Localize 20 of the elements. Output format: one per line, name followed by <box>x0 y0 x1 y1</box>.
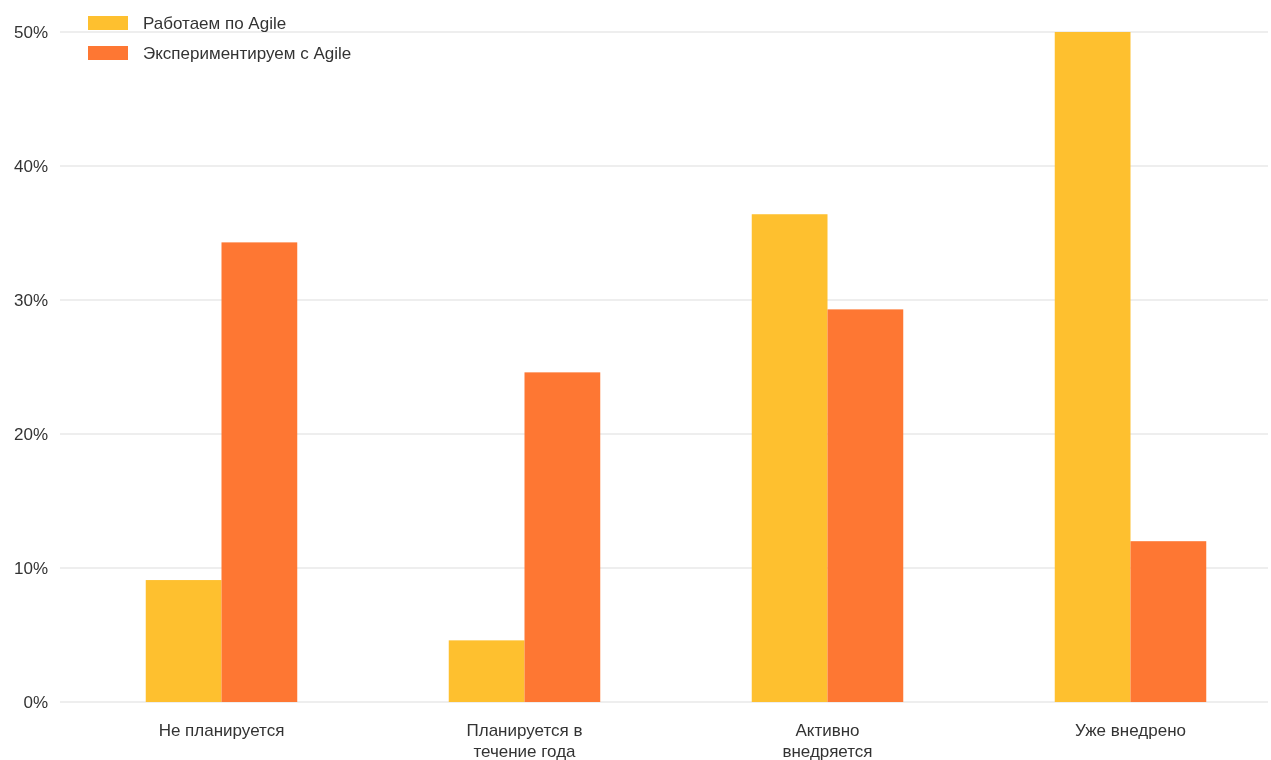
x-tick-label: Планируется в течение года <box>466 721 583 760</box>
y-tick-label: 30% <box>13 290 48 310</box>
bar <box>751 214 828 702</box>
bar <box>145 580 222 702</box>
x-tick-label: Не планируется <box>158 721 285 740</box>
bar <box>1054 32 1131 702</box>
x-tick-label: Уже внедрено <box>1075 721 1186 740</box>
bar <box>524 372 601 702</box>
bar <box>448 640 525 702</box>
y-tick-label: 10% <box>13 558 48 578</box>
legend-label: Работаем по Agile <box>143 13 287 33</box>
legend-label: Экспериментируем с Agile <box>143 43 352 63</box>
bar <box>221 242 298 702</box>
x-tick-label: Активно внедряется <box>782 721 873 760</box>
y-tick-label: 20% <box>13 424 48 444</box>
y-tick-label: 40% <box>13 156 48 176</box>
bar <box>1130 541 1207 702</box>
y-tick-label: 50% <box>13 22 48 42</box>
bar <box>827 309 904 702</box>
y-tick-label: 0% <box>23 692 48 712</box>
